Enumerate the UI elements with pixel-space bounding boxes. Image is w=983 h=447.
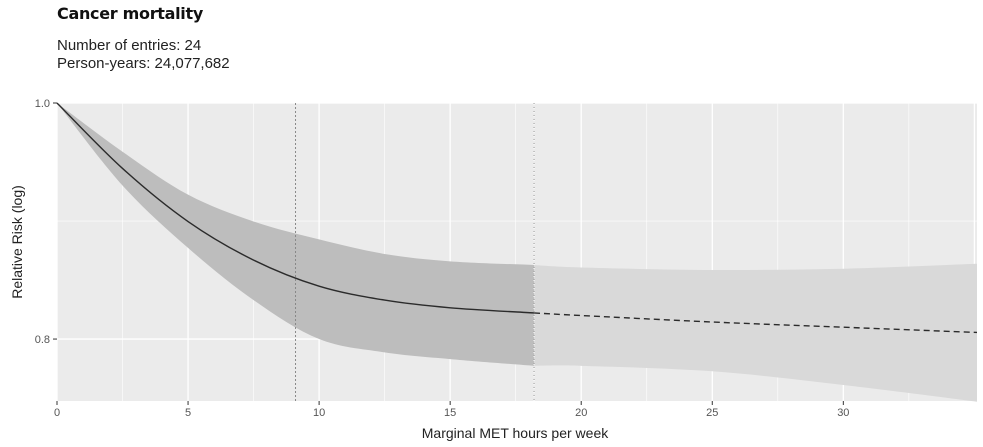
ci-band-observed [57,103,535,366]
estimate-line-solid [56,102,535,314]
x-tick-label: 25 [706,407,718,419]
subtitle-entries: Number of entries: 24 [57,37,202,54]
x-tick-label: 0 [54,407,60,419]
axis-ticks: 0 5 10 15 20 25 30 0.8 1.0 [35,98,850,419]
reference-lines [295,103,535,401]
x-tick-label: 30 [837,407,849,419]
series-lines [56,102,978,334]
x-tick-label: 15 [444,407,456,419]
chart-title: Cancer mortality [57,4,203,23]
y-tick-label: 1.0 [35,98,50,110]
x-tick-label: 10 [313,407,325,419]
estimate-line-dashed [533,312,978,334]
y-tick-label: 0.8 [35,334,50,346]
x-tick-label: 5 [185,407,191,419]
subtitle-person-years: Person-years: 24,077,682 [57,55,230,72]
x-tick-label: 20 [575,407,587,419]
ci-band-extrapolated [534,263,977,402]
y-axis-label: Relative Risk (log) [9,185,25,299]
confidence-bands [57,103,977,402]
x-axis-label: Marginal MET hours per week [422,425,609,441]
